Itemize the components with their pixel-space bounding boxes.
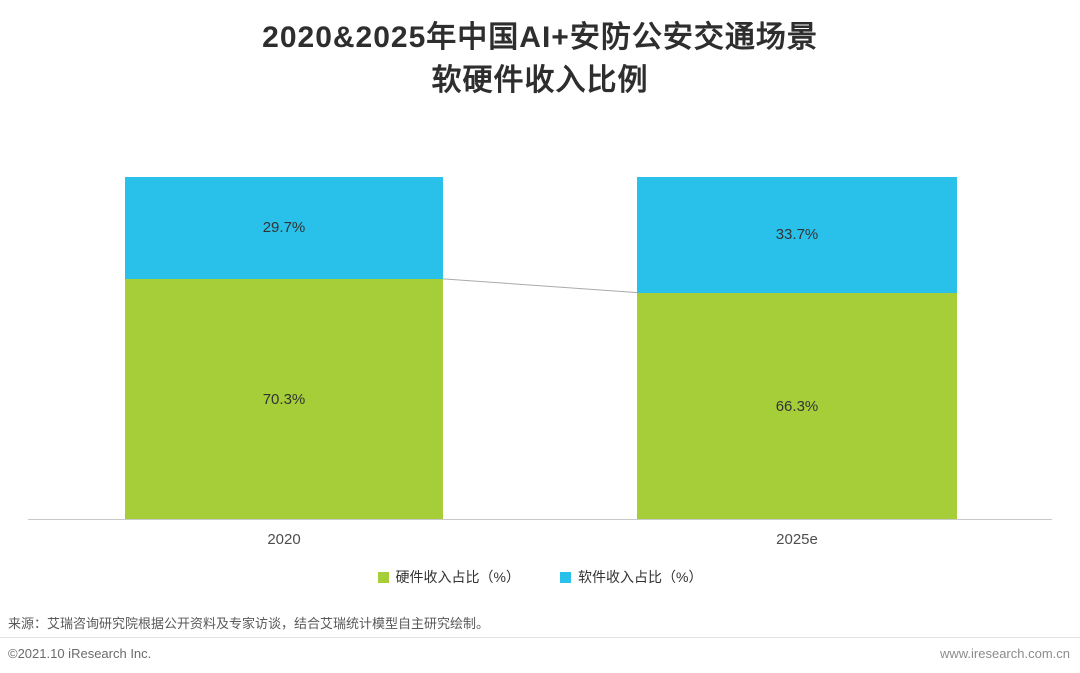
bar-2025e: 33.7% 66.3% bbox=[637, 177, 957, 520]
copyright-text: ©2021.10 iResearch Inc. bbox=[8, 646, 152, 661]
segment-connector-line bbox=[442, 278, 638, 294]
segment-value-label: 70.3% bbox=[262, 390, 306, 408]
chart-title: 2020&2025年中国AI+安防公安交通场景 软硬件收入比例 bbox=[0, 16, 1080, 102]
x-axis-line bbox=[28, 519, 1052, 520]
source-note: 来源：艾瑞咨询研究院根据公开资料及专家访谈，结合艾瑞统计模型自主研究绘制。 bbox=[8, 616, 490, 631]
legend-item-software: 软件收入占比（%） bbox=[560, 567, 702, 587]
segment-value-label: 33.7% bbox=[775, 226, 819, 244]
segment-hardware-2020: 70.3% bbox=[125, 278, 443, 520]
stacked-bar-chart: 29.7% 70.3% 33.7% 66.3% 2020 2025e bbox=[0, 177, 1080, 548]
x-axis-label-2020: 2020 bbox=[267, 531, 301, 548]
bar-2020: 29.7% 70.3% bbox=[125, 177, 443, 520]
segment-value-label: 29.7% bbox=[262, 219, 306, 237]
website-url: www.iresearch.com.cn bbox=[939, 646, 1070, 661]
x-axis-label-2025e: 2025e bbox=[776, 531, 818, 548]
footer-divider bbox=[0, 637, 1080, 638]
segment-hardware-2025e: 66.3% bbox=[637, 292, 957, 520]
segment-value-label: 66.3% bbox=[775, 397, 819, 415]
legend: 硬件收入占比（%） 软件收入占比（%） bbox=[0, 567, 1080, 587]
chart-title-line2: 软硬件收入比例 bbox=[431, 64, 649, 97]
footer: ©2021.10 iResearch Inc. www.iresearch.co… bbox=[8, 646, 1070, 661]
legend-item-hardware: 硬件收入占比（%） bbox=[377, 567, 520, 587]
chart-title-line1: 2020&2025年中国AI+安防公安交通场景 bbox=[262, 21, 818, 54]
legend-label-software: 软件收入占比（%） bbox=[578, 569, 703, 585]
legend-swatch-software bbox=[560, 571, 571, 583]
legend-label-hardware: 硬件收入占比（%） bbox=[395, 569, 520, 585]
segment-software-2025e: 33.7% bbox=[637, 177, 957, 293]
legend-swatch-hardware bbox=[377, 571, 389, 583]
segment-software-2020: 29.7% bbox=[125, 177, 443, 279]
